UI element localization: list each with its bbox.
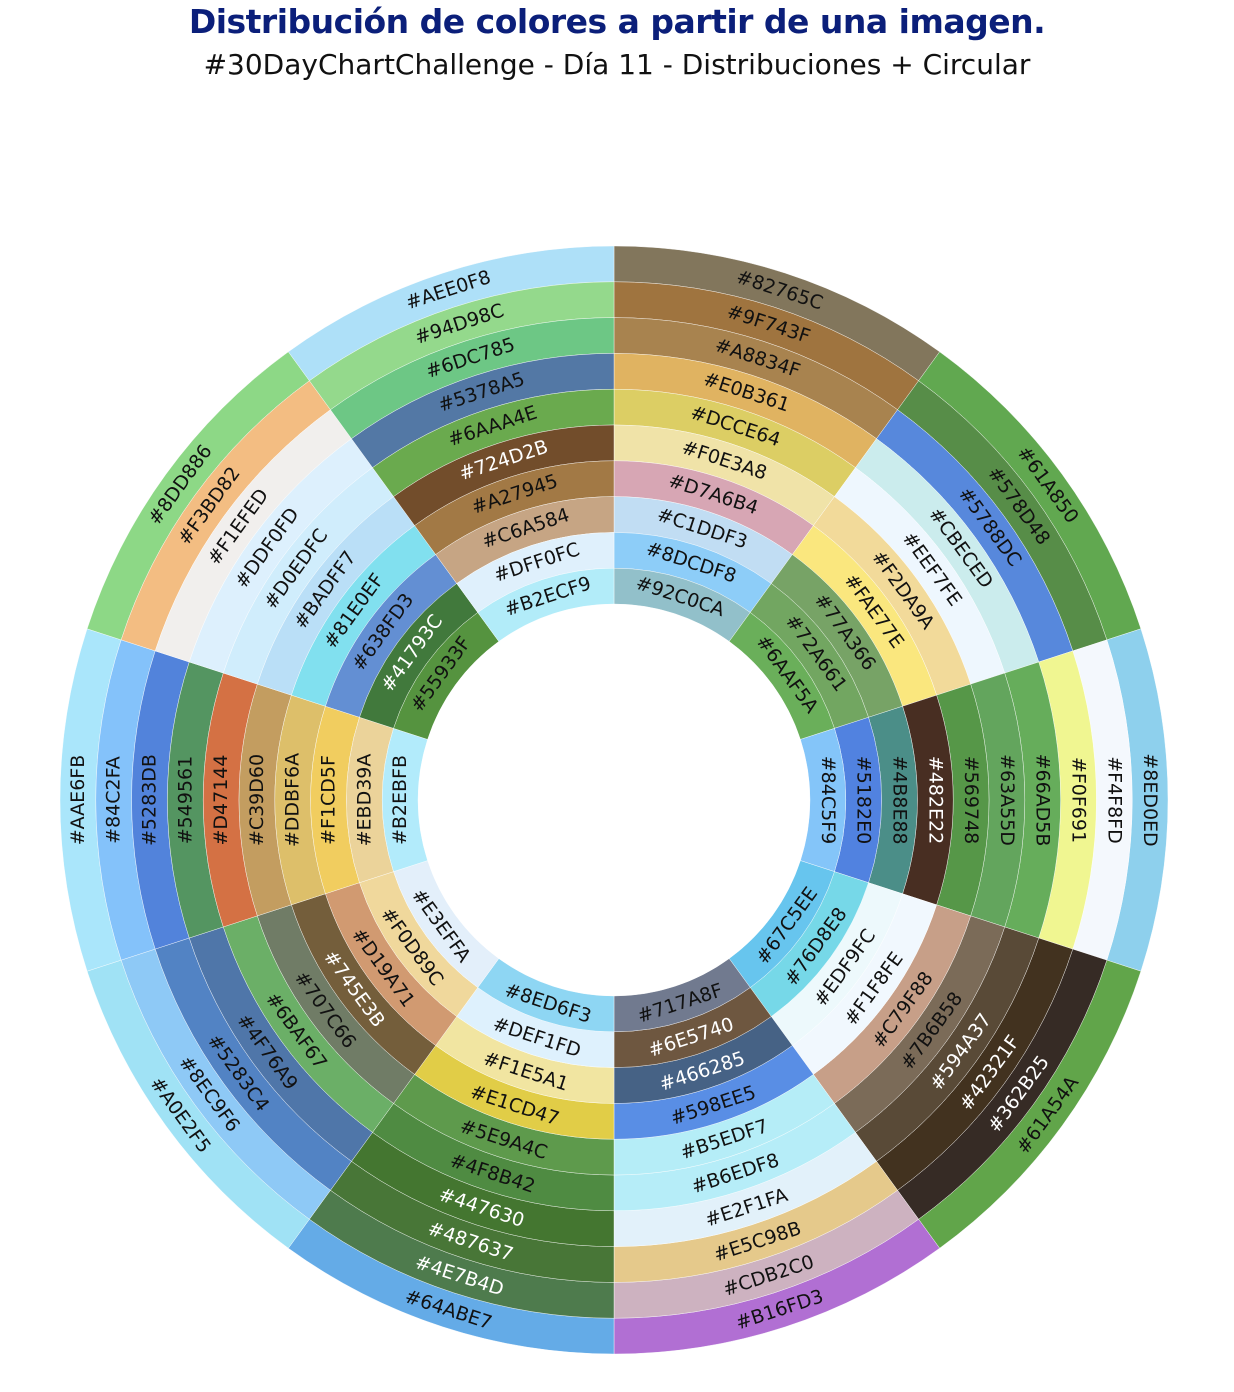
segment-label: #5283DB [139,754,161,846]
segment-label: #F1CD5F [318,755,340,845]
segment-label: #D47144 [210,755,232,846]
segment-label: #5182E0 [853,756,875,844]
segment-label: #569748 [960,756,982,844]
segment-label: #63A55D [996,754,1018,846]
segment-label: #4B8E88 [889,755,911,844]
segment-label: #DDBF6A [282,753,304,847]
segment-label: #AAE6FB [67,755,89,846]
segment-label: #8ED0ED [1139,753,1161,846]
segment-label: #EBD39A [353,754,375,847]
segment-label: #549561 [174,756,196,844]
segment-label: #C39D60 [246,754,268,846]
segment-label: #84C5F9 [817,756,839,844]
segment-label: #F0F691 [1068,757,1090,843]
chart-header: Distribución de colores a partir de una … [0,0,1234,82]
segment-label: #84C2FA [103,756,125,844]
ring-segment [477,567,615,642]
chart-title: Distribución de colores a partir de una … [188,2,1046,41]
segment-label: #B2EBFB [389,755,411,845]
chart-subtitle: #30DayChartChallenge - Día 11 - Distribu… [203,48,1031,81]
ring-segments [59,245,1169,1355]
segment-label: #482E22 [924,756,946,844]
segment-label: #F4F8FD [1103,756,1125,844]
segment-label: #66AD5B [1032,754,1054,847]
